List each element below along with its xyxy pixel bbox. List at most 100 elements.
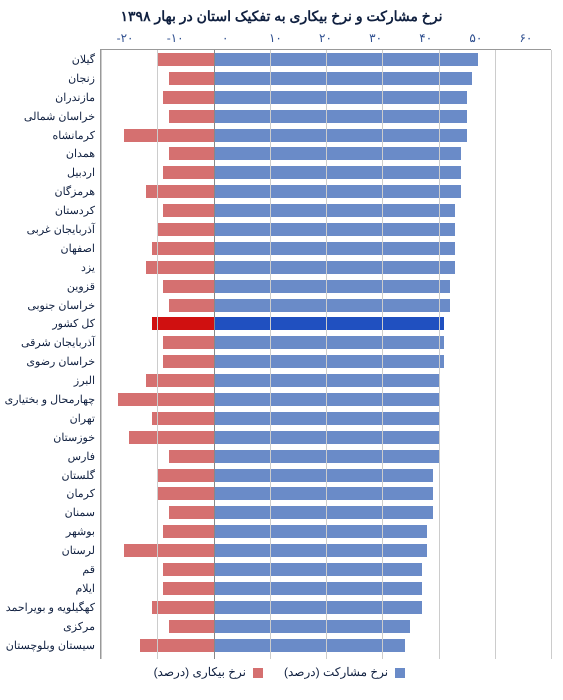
participation-bar	[214, 487, 433, 500]
grid-line	[439, 50, 440, 659]
row-label: خراسان شمالی	[24, 110, 95, 123]
participation-bar	[214, 110, 467, 123]
participation-bar	[214, 620, 411, 633]
participation-bar	[214, 91, 467, 104]
participation-bar	[214, 72, 473, 85]
unemployment-bar	[163, 91, 214, 104]
axis-tick: ۰	[200, 31, 250, 45]
axis-tick: ۲۰	[300, 31, 350, 45]
unemployment-bar	[157, 469, 213, 482]
unemployment-bar	[146, 261, 214, 274]
row-label: کل کشور	[52, 317, 95, 330]
unemployment-bar	[163, 280, 214, 293]
row-label: سمنان	[65, 506, 95, 519]
unemployment-bar	[169, 110, 214, 123]
row-label: فارس	[68, 450, 95, 463]
unemployment-bar	[146, 374, 214, 387]
axis-tick: ۱۰-	[150, 31, 200, 45]
row-label: بوشهر	[66, 525, 95, 538]
grid-line	[157, 50, 158, 659]
row-label: کرمانشاه	[52, 129, 95, 142]
grid-line	[551, 50, 552, 659]
unemployment-bar	[124, 544, 214, 557]
row-label: یزد	[81, 261, 95, 274]
row-label: خوزستان	[53, 431, 95, 444]
participation-bar	[214, 525, 428, 538]
row-label: خراسان رضوی	[26, 355, 95, 368]
grid-line	[382, 50, 383, 659]
unemployment-bar	[157, 223, 213, 236]
participation-bar	[214, 544, 428, 557]
row-label: کهگیلویه و بویراحمد	[6, 601, 95, 614]
unemployment-bar	[163, 525, 214, 538]
unemployment-bar	[169, 299, 214, 312]
zero-line	[214, 50, 215, 659]
unemployment-bar	[152, 412, 214, 425]
row-label: آذربایجان شرقی	[21, 336, 95, 349]
unemployment-bar	[129, 431, 213, 444]
unemployment-bar	[163, 563, 214, 576]
grid-line	[101, 50, 102, 659]
row-label: قم	[82, 563, 95, 576]
participation-bar	[214, 506, 433, 519]
unemployment-bar	[157, 487, 213, 500]
unemployment-bar	[163, 336, 214, 349]
participation-bar	[214, 639, 405, 652]
row-label: قزوین	[67, 280, 95, 293]
participation-bar	[214, 469, 433, 482]
participation-bar	[214, 563, 422, 576]
legend-label-participation: نرخ مشارکت (درصد)	[284, 665, 388, 679]
unemployment-bar	[169, 147, 214, 160]
unemployment-bar	[163, 582, 214, 595]
row-label: اصفهان	[61, 242, 95, 255]
row-label: اردبیل	[67, 166, 95, 179]
axis-tick: ۲۰-	[100, 31, 150, 45]
unemployment-bar	[124, 129, 214, 142]
participation-bar	[214, 147, 462, 160]
row-label: کردستان	[55, 204, 95, 217]
unemployment-bar	[163, 355, 214, 368]
unemployment-bar	[169, 620, 214, 633]
unemployment-bar	[152, 601, 214, 614]
participation-bar	[214, 582, 422, 595]
row-label: سیستان وبلوچستان	[6, 639, 95, 652]
unemployment-bar	[157, 53, 213, 66]
axis-tick: ۴۰	[401, 31, 451, 45]
legend-label-unemployment: نرخ بیکاری (درصد)	[154, 665, 246, 679]
grid-line	[495, 50, 496, 659]
row-label: زنجان	[68, 72, 95, 85]
x-axis: ۲۰-۱۰-۰۱۰۲۰۳۰۴۰۵۰۶۰	[0, 31, 563, 45]
axis-tick: ۶۰	[501, 31, 551, 45]
participation-bar	[214, 129, 467, 142]
unemployment-bar	[163, 204, 214, 217]
chart-title: نرخ مشارکت و نرخ بیکاری به تفکیک استان د…	[0, 8, 563, 25]
row-label: هرمزگان	[55, 185, 96, 198]
participation-bar	[214, 185, 462, 198]
chart-container: نرخ مشارکت و نرخ بیکاری به تفکیک استان د…	[0, 0, 563, 700]
participation-bar	[214, 355, 445, 368]
row-label: کرمان	[66, 487, 95, 500]
row-label: لرستان	[62, 544, 95, 557]
row-label: گلستان	[62, 469, 95, 482]
unemployment-bar	[152, 317, 214, 330]
unemployment-bar	[140, 639, 213, 652]
participation-bar	[214, 204, 456, 217]
participation-bar	[214, 601, 422, 614]
unemployment-bar	[118, 393, 214, 406]
row-label: گیلان	[72, 53, 95, 66]
unemployment-bar	[169, 450, 214, 463]
participation-bar	[214, 223, 456, 236]
unemployment-bar	[169, 506, 214, 519]
legend-swatch-red	[253, 668, 263, 678]
row-label: تهران	[70, 412, 95, 425]
unemployment-bar	[169, 72, 214, 85]
grid-line	[270, 50, 271, 659]
row-label: ایلام	[76, 582, 96, 595]
participation-bar	[214, 261, 456, 274]
row-label: مرکزی	[63, 620, 95, 633]
participation-bar	[214, 242, 456, 255]
legend: نرخ مشارکت (درصد) نرخ بیکاری (درصد)	[0, 665, 563, 679]
plot-area: گیلانزنجانمازندرانخراسان شمالیکرمانشاههم…	[100, 49, 551, 659]
participation-bar	[214, 299, 450, 312]
axis-tick: ۵۰	[451, 31, 501, 45]
